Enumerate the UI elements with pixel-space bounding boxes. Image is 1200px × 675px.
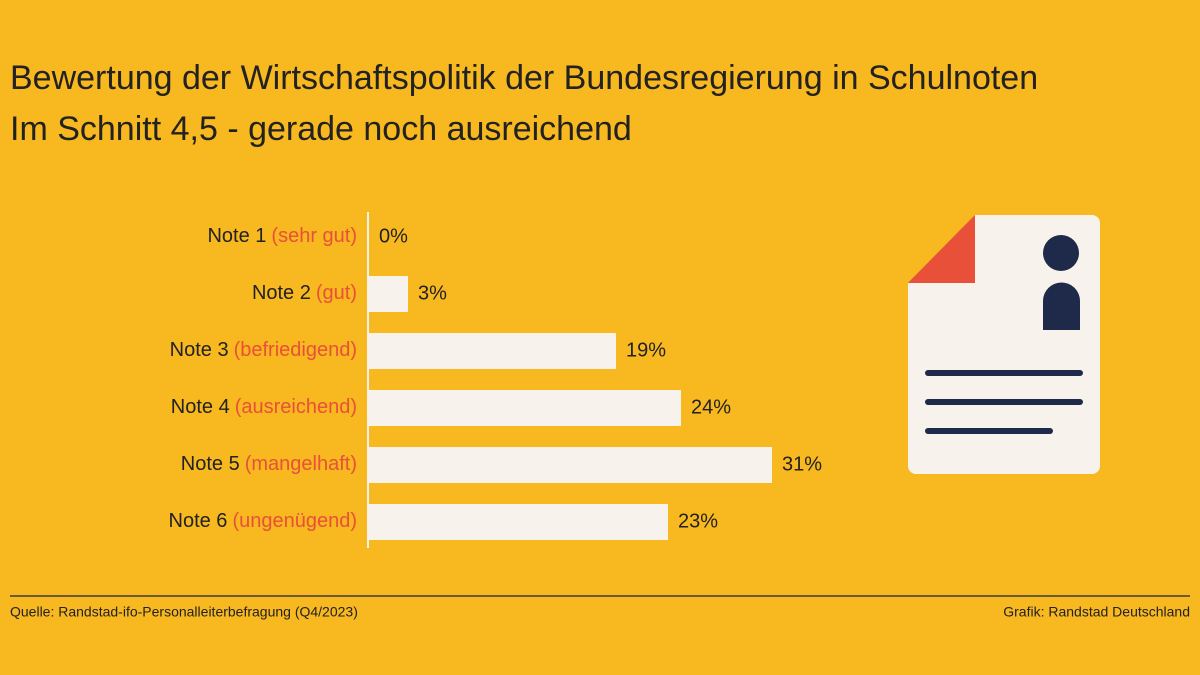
category-note: (ungenügend)	[232, 510, 357, 532]
category-note: (sehr gut)	[271, 225, 357, 247]
value-label: 0%	[379, 225, 408, 247]
category-label: Note 6 (ungenügend)	[169, 510, 358, 532]
bar	[369, 504, 668, 540]
category-label: Note 3 (befriedigend)	[170, 339, 357, 361]
category-name: Note 4	[171, 396, 230, 418]
category-label: Note 1 (sehr gut)	[207, 225, 357, 247]
bar	[369, 333, 616, 369]
category-note: (befriedigend)	[234, 339, 357, 361]
category-name: Note 2	[252, 282, 311, 304]
category-name: Note 6	[169, 510, 228, 532]
value-label: 31%	[782, 453, 822, 475]
category-label: Note 4 (ausreichend)	[171, 396, 357, 418]
value-label: 24%	[691, 396, 731, 418]
credit: Grafik: Randstad Deutschland	[1003, 604, 1190, 620]
value-label: 23%	[678, 510, 718, 532]
value-label: 3%	[418, 282, 447, 304]
document-icon	[908, 215, 1100, 474]
bar	[369, 276, 408, 312]
value-label: 19%	[626, 339, 666, 361]
category-name: Note 5	[181, 453, 240, 475]
bar	[369, 447, 772, 483]
chart-title: Bewertung der Wirtschaftspolitik der Bun…	[10, 59, 1038, 97]
category-name: Note 1	[207, 225, 266, 247]
source: Quelle: Randstad-ifo-Personalleiterbefra…	[10, 604, 358, 620]
category-note: (ausreichend)	[235, 396, 357, 418]
category-note: (gut)	[316, 282, 357, 304]
category-label: Note 2 (gut)	[252, 282, 357, 304]
category-label: Note 5 (mangelhaft)	[181, 453, 357, 475]
category-note: (mangelhaft)	[245, 453, 357, 475]
bar	[369, 390, 681, 426]
category-name: Note 3	[170, 339, 229, 361]
chart-subtitle: Im Schnitt 4,5 - gerade noch ausreichend	[10, 110, 632, 148]
